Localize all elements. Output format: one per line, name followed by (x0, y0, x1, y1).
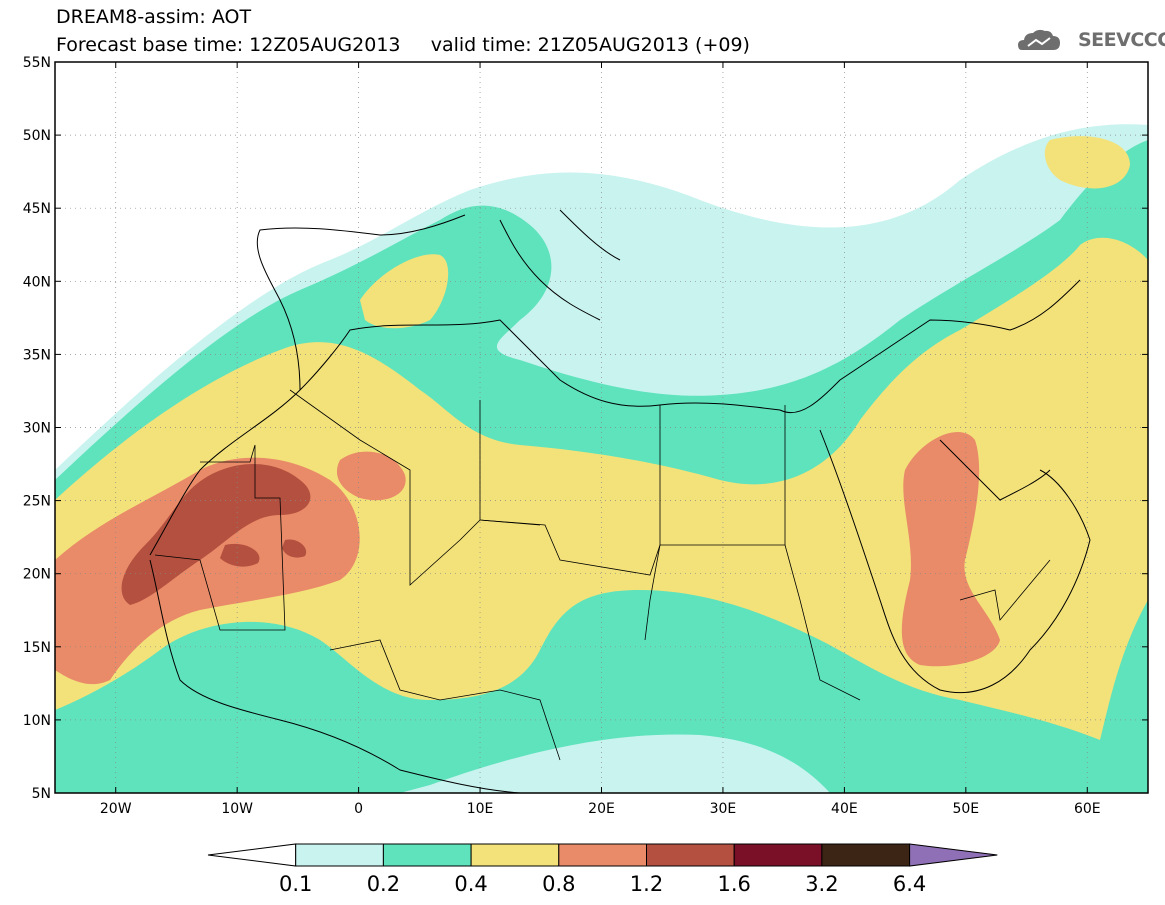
legend-swatch (821, 843, 911, 867)
legend-swatch (558, 843, 647, 867)
lat-tick-label: 30N (23, 421, 51, 437)
country-borders (154, 389, 1051, 761)
legend-swatch (646, 843, 735, 867)
lon-tick-label: 30E (710, 801, 737, 817)
legend-label: 6.4 (893, 872, 926, 896)
valid-time-label: valid time: (430, 34, 532, 56)
aot-blob-iberia (360, 254, 449, 329)
legend-label: 0.4 (454, 872, 487, 896)
legend-label: 1.6 (717, 872, 750, 896)
lat-tick-label: 25N (23, 494, 51, 510)
lat-tick-label: 55N (23, 55, 51, 71)
lat-tick-label: 45N (23, 201, 51, 217)
legend-label: 3.2 (805, 872, 838, 896)
legend-label: 0.8 (542, 872, 575, 896)
lon-tick-label: 20E (588, 801, 615, 817)
legend-swatch (295, 843, 384, 867)
lat-tick-label: 5N (32, 786, 51, 802)
coastlines (149, 209, 1091, 794)
lon-tick-label: 10E (467, 801, 494, 817)
lat-tick-label: 50N (23, 128, 51, 144)
base-time-value: 12Z05AUG2013 (249, 34, 401, 56)
legend-swatch-above (909, 843, 998, 867)
legend-swatch-below (207, 843, 297, 867)
lon-tick-label: 0 (354, 801, 363, 817)
aot-core-dark-3 (282, 539, 307, 558)
legend-label: 0.2 (367, 872, 400, 896)
aot-core-dark-2 (220, 543, 260, 567)
lat-tick-label: 15N (23, 640, 51, 656)
aot-blob-sahara (336, 451, 406, 501)
aot-core-dark (121, 463, 311, 605)
color-legend: 0.1 0.2 0.4 0.8 1.2 1.6 3.2 6.4 (207, 843, 998, 896)
logo-text: SEEVCCC (1078, 29, 1165, 51)
lat-tick-label: 10N (23, 713, 51, 729)
valid-time-value: 21Z05AUG2013 (+09) (537, 34, 750, 56)
legend-swatch (470, 843, 560, 867)
lat-tick-label: 20N (23, 567, 51, 583)
lon-tick-label: 20W (100, 801, 132, 817)
axis-ticks: 5N 10N 15N 20N 25N 30N 35N 40N 45N 50N 55N 20W 10W 0 1… (23, 55, 1148, 817)
legend-swatch (382, 843, 472, 867)
map-title: DREAM8-assim: AOT (56, 6, 252, 28)
lon-tick-label: 40E (831, 801, 858, 817)
cloud-logo-icon (1018, 29, 1060, 50)
lat-tick-label: 35N (23, 347, 51, 363)
base-time-label: Forecast base time: (56, 34, 244, 56)
lon-tick-label: 10W (221, 801, 253, 817)
aot-band-orange-arabia (901, 431, 1000, 667)
lon-tick-label: 50E (952, 801, 979, 817)
lat-tick-label: 40N (23, 274, 51, 290)
lon-tick-label: 60E (1074, 801, 1101, 817)
legend-label: 1.2 (630, 872, 663, 896)
legend-swatch (733, 843, 823, 867)
time-info: Forecast base time: 12Z05AUG2013 valid t… (56, 34, 750, 56)
legend-label: 0.1 (279, 872, 312, 896)
aot-band-yellow (55, 237, 1148, 740)
